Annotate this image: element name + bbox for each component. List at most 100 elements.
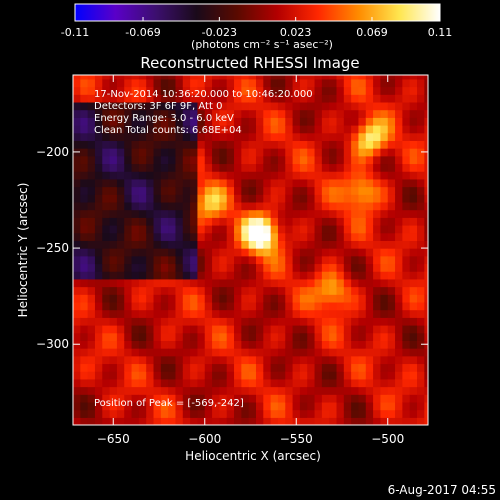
- heatmap-cell: [380, 371, 389, 380]
- heatmap-cell: [248, 363, 257, 372]
- heatmap-cell: [314, 132, 323, 141]
- heatmap-cell: [270, 371, 279, 380]
- heatmap-cell: [87, 217, 96, 226]
- heatmap-cell: [102, 194, 111, 203]
- heatmap-cell: [116, 217, 125, 226]
- heatmap-cell: [102, 186, 111, 195]
- heatmap-cell: [131, 140, 140, 149]
- heatmap-cell: [263, 325, 272, 334]
- heatmap-cell: [351, 155, 360, 165]
- heatmap-cell: [248, 86, 257, 95]
- heatmap-cell: [321, 94, 330, 103]
- heatmap-cell: [380, 194, 389, 203]
- heatmap-cell: [160, 271, 169, 280]
- heatmap-cell: [87, 186, 96, 195]
- heatmap-cell: [270, 263, 279, 272]
- heatmap-cell: [94, 286, 103, 295]
- heatmap-cell: [395, 148, 403, 157]
- heatmap-cell: [109, 401, 118, 411]
- heatmap-cell: [94, 194, 103, 203]
- heatmap-cell: [226, 371, 235, 380]
- heatmap-cell: [146, 217, 155, 226]
- heatmap-cell: [168, 201, 177, 211]
- heatmap-cell: [358, 248, 367, 257]
- heatmap-cell: [329, 148, 338, 157]
- heatmap-cell: [373, 140, 382, 149]
- heatmap-cell: [270, 340, 279, 349]
- heatmap-cell: [358, 225, 367, 234]
- heatmap-cell: [241, 178, 250, 188]
- heatmap-cell: [234, 371, 242, 380]
- heatmap-cell: [417, 155, 425, 165]
- heatmap-cell: [387, 75, 396, 80]
- heatmap-cell: [212, 132, 220, 141]
- heatmap-cell: [182, 125, 191, 134]
- heatmap-cell: [116, 340, 125, 349]
- heatmap-cell: [146, 78, 155, 88]
- heatmap-cell: [94, 248, 103, 257]
- heatmap-cell: [409, 355, 418, 365]
- heatmap-cell: [314, 101, 323, 111]
- heatmap-cell: [387, 355, 396, 365]
- heatmap-cell: [146, 132, 155, 141]
- heatmap-cell: [263, 140, 272, 149]
- heatmap-cell: [329, 94, 338, 103]
- heatmap-cell: [358, 86, 367, 95]
- heatmap-cell: [424, 409, 428, 418]
- heatmap-cell: [380, 117, 389, 126]
- heatmap-cell: [212, 240, 220, 249]
- heatmap-cell: [351, 378, 360, 388]
- heatmap-cell: [226, 86, 235, 95]
- heatmap-cell: [263, 78, 272, 88]
- heatmap-cell: [87, 86, 96, 95]
- heatmap-cell: [241, 278, 250, 288]
- heatmap-cell: [321, 286, 330, 295]
- heatmap-cell: [138, 386, 147, 395]
- heatmap-cell: [190, 117, 199, 126]
- heatmap-cell: [182, 178, 191, 188]
- heatmap-cell: [204, 371, 213, 380]
- heatmap-cell: [146, 186, 155, 195]
- heatmap-cell: [109, 155, 118, 165]
- heatmap-cell: [299, 263, 308, 272]
- heatmap-cell: [373, 232, 382, 241]
- heatmap-cell: [321, 132, 330, 141]
- heatmap-cell: [270, 271, 279, 280]
- heatmap-cell: [270, 240, 279, 249]
- heatmap-cell: [307, 386, 316, 395]
- heatmap-cell: [343, 278, 352, 288]
- heatmap-cell: [402, 363, 411, 372]
- heatmap-cell: [343, 271, 352, 280]
- heatmap-cell: [116, 240, 125, 249]
- heatmap-cell: [102, 394, 111, 403]
- heatmap-cell: [314, 86, 323, 95]
- heatmap-cell: [299, 386, 308, 395]
- heatmap-cell: [109, 232, 118, 241]
- heatmap-cell: [365, 325, 374, 334]
- heatmap-cell: [292, 309, 301, 318]
- heatmap-cell: [277, 325, 286, 334]
- heatmap-cell: [138, 225, 147, 234]
- heatmap-cell: [168, 340, 177, 349]
- heatmap-cell: [234, 401, 242, 411]
- heatmap-cell: [94, 140, 103, 149]
- heatmap-cell: [321, 325, 330, 334]
- heatmap-cell: [212, 409, 220, 418]
- heatmap-cell: [424, 248, 428, 257]
- heatmap-cell: [131, 117, 140, 126]
- heatmap-cell: [102, 271, 111, 280]
- heatmap-cell: [329, 117, 338, 126]
- heatmap-cell: [168, 386, 177, 395]
- heatmap-cell: [146, 75, 155, 80]
- heatmap-cell: [365, 371, 374, 380]
- heatmap-cell: [175, 186, 184, 195]
- heatmap-cell: [138, 240, 147, 249]
- heatmap-cell: [424, 125, 428, 134]
- heatmap-cell: [255, 171, 264, 180]
- heatmap-cell: [365, 278, 374, 288]
- heatmap-cell: [321, 386, 330, 395]
- heatmap-cell: [270, 163, 279, 172]
- heatmap-cell: [160, 148, 169, 157]
- heatmap-cell: [124, 355, 133, 365]
- heatmap-cell: [321, 301, 330, 311]
